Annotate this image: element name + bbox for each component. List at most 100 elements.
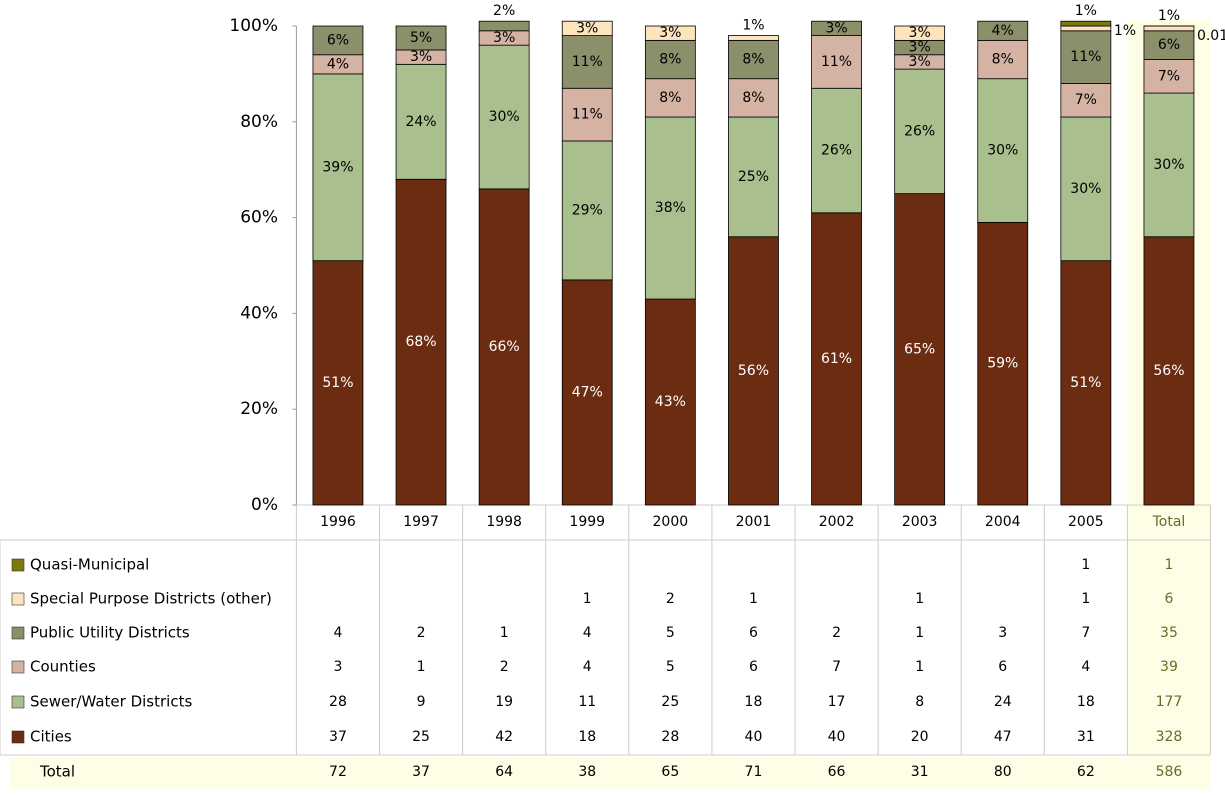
x-tick-label: 2005 [1068,514,1104,530]
data-label: 4% [327,56,349,72]
table-value: 1 [500,625,509,641]
bar-segment [1143,59,1195,94]
table-value: 42 [495,729,513,745]
x-tick-label: 2002 [819,514,855,530]
table-total: 66 [828,764,846,780]
table-value: 5 [666,659,675,675]
data-label: 25% [738,169,769,185]
data-label: 11% [821,54,852,70]
legend-swatch [11,730,25,744]
table-value: 2 [417,625,426,641]
table-value: 1 [749,591,758,607]
bar-segment [1060,25,1112,32]
data-label: 59% [987,356,1018,372]
bar-segment [811,212,862,506]
table-value: 18 [1077,694,1095,710]
x-tick-label: 2003 [902,514,938,530]
data-label: 66% [489,339,520,355]
bar-segment [728,116,779,238]
data-label: 30% [1070,181,1101,197]
data-label: 68% [405,334,436,350]
data-label: 38% [655,200,686,216]
data-label: 1% [742,18,764,34]
bar-segment [478,44,530,190]
table-value: 17 [828,694,846,710]
table-value: 6 [749,659,758,675]
table-value: 4 [583,659,592,675]
table-value: 20 [911,729,929,745]
bar-segment [644,298,696,506]
table-value: 3 [998,625,1007,641]
total-row-label: Total [39,763,75,781]
table-value: 1 [1164,557,1173,573]
table-value: 28 [329,694,347,710]
data-label: 30% [987,143,1018,159]
legend-swatch [11,592,25,606]
data-label: 51% [1070,375,1101,391]
data-label: 3% [493,30,515,46]
bar-segment [894,68,946,195]
legend-label: Special Purpose Districts (other) [30,590,272,608]
y-tick-label: 60% [240,208,278,228]
x-tick-label: 2004 [985,514,1021,530]
bar-segment [1060,260,1112,506]
bar-segment [644,25,696,41]
bar-segment [977,20,1029,41]
bar-segment [1143,236,1195,506]
data-label: 0.01% [1197,28,1225,44]
data-label: 65% [904,341,935,357]
bar-segment [478,188,530,506]
table-value: 7 [832,659,841,675]
table-total: 37 [412,764,430,780]
table-value: 4 [1081,659,1090,675]
table-total: 62 [1077,764,1095,780]
table-value: 37 [329,729,347,745]
table-value: 6 [749,625,758,641]
table-total: 65 [661,764,679,780]
table-value: 2 [832,625,841,641]
table-value: 24 [994,694,1012,710]
bar-segment [312,73,364,262]
data-label: 26% [821,143,852,159]
data-label: 7% [1075,92,1097,108]
data-label: 56% [738,363,769,379]
x-tick-label: 2001 [736,514,772,530]
table-value: 6 [1164,591,1173,607]
y-tick-label: 80% [240,112,278,132]
bar-segment [1060,30,1112,84]
table-value: 1 [1081,557,1090,573]
data-label: 7% [1158,68,1180,84]
data-label: 8% [992,52,1014,68]
legend-swatch [11,695,25,709]
legend-label: Public Utility Districts [30,624,190,642]
data-label: 4% [992,23,1014,39]
bar-segment [1060,20,1112,27]
data-label: 11% [572,107,603,123]
data-label: 24% [405,114,436,130]
bar-segment [644,39,696,80]
data-label: 6% [327,32,349,48]
data-label: 8% [742,90,764,106]
data-label: 30% [1153,157,1184,173]
table-total: 72 [329,764,347,780]
data-label: 8% [659,52,681,68]
table-value: 39 [1160,659,1178,675]
table-value: 40 [828,729,846,745]
table-value: 2 [666,591,675,607]
x-tick-label: 1998 [486,514,522,530]
data-label: 39% [322,159,353,175]
data-label: 51% [322,375,353,391]
legend-label: Quasi-Municipal [30,556,149,574]
data-label: 3% [659,25,681,41]
bar-segment [312,260,364,506]
table-total: 38 [578,764,596,780]
data-label: 2% [493,3,515,19]
data-label: 8% [659,90,681,106]
bar-segment [811,87,862,214]
legend-swatch [11,558,25,572]
table-value: 7 [1081,625,1090,641]
table-total: 586 [1156,764,1183,780]
legend-swatch [11,660,25,674]
table-value: 1 [915,625,924,641]
